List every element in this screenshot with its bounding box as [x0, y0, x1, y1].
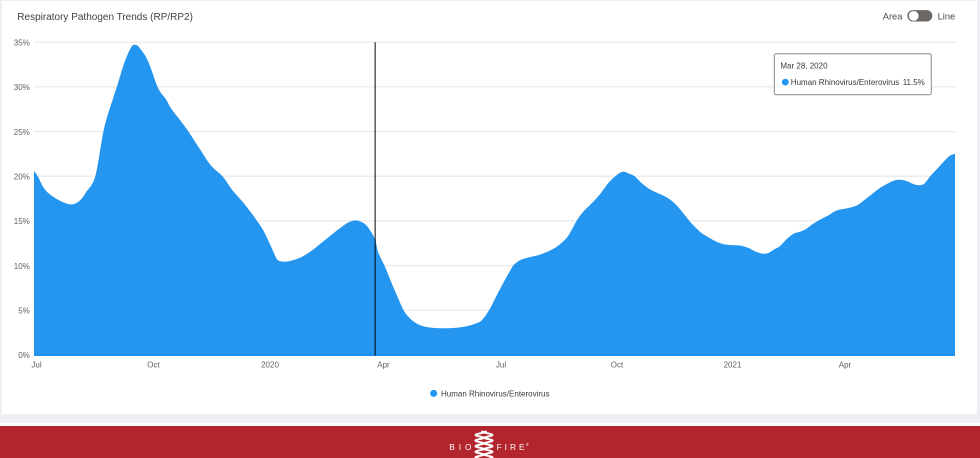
svg-text:Apr: Apr — [839, 361, 852, 370]
svg-text:Respiratory Pathogen Trends (R: Respiratory Pathogen Trends (RP/RP2) — [17, 12, 193, 23]
svg-text:Area: Area — [883, 11, 903, 21]
svg-text:35%: 35% — [14, 38, 30, 47]
svg-text:Apr: Apr — [377, 361, 390, 370]
svg-text:Oct: Oct — [147, 361, 160, 370]
svg-text:Human Rhinovirus/Enterovirus: Human Rhinovirus/Enterovirus — [791, 78, 900, 87]
svg-text:5%: 5% — [18, 307, 30, 316]
svg-text:15%: 15% — [14, 217, 30, 226]
svg-text:25%: 25% — [14, 128, 30, 137]
svg-text:30%: 30% — [14, 83, 30, 92]
svg-text:BIO: BIO — [449, 442, 475, 452]
svg-text:Jul: Jul — [496, 361, 506, 370]
svg-text:10%: 10% — [14, 262, 30, 271]
svg-text:®: ® — [526, 442, 529, 447]
svg-text:2020: 2020 — [261, 361, 279, 370]
svg-text:Line: Line — [938, 11, 956, 21]
svg-text:Jul: Jul — [31, 361, 41, 370]
svg-text:11.5%: 11.5% — [903, 78, 925, 87]
svg-text:Human Rhinovirus/Enterovirus: Human Rhinovirus/Enterovirus — [441, 389, 550, 398]
svg-text:FIRE: FIRE — [497, 442, 528, 452]
svg-text:20%: 20% — [14, 173, 30, 182]
svg-text:0%: 0% — [18, 351, 30, 360]
svg-text:Mar 28, 2020: Mar 28, 2020 — [780, 61, 828, 70]
svg-text:2021: 2021 — [724, 361, 742, 370]
svg-text:Oct: Oct — [611, 361, 624, 370]
